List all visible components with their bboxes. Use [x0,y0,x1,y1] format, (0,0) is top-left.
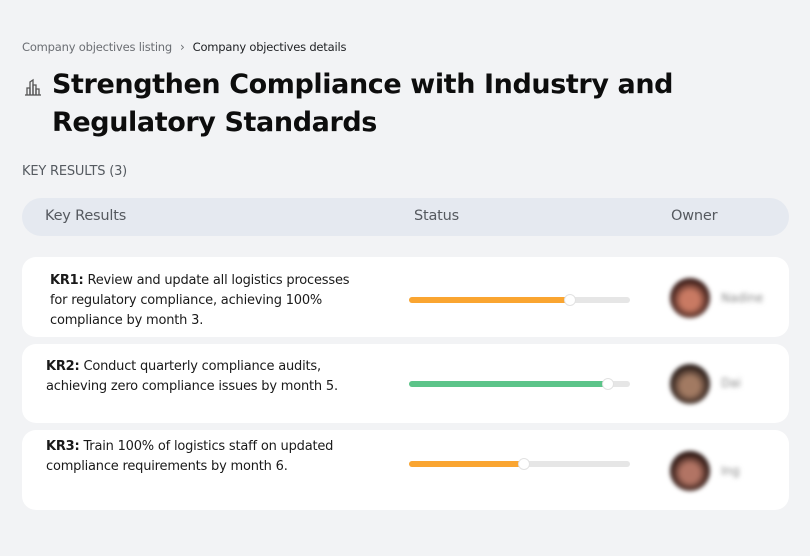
progress-knob [517,458,530,470]
page-title: Strengthen Compliance with Industry and … [52,69,674,138]
progress-knob [564,294,577,306]
key-result-row[interactable]: KR3: Train 100% of logistics staff on up… [22,430,789,510]
key-result-row[interactable]: KR1: Review and update all logistics pro… [22,257,789,337]
progress-bar [409,458,630,470]
owner-name: Ing [721,464,740,478]
breadcrumb-objectives-listing-link[interactable]: Company objectives listing [22,40,172,54]
key-result-description: KR3: Train 100% of logistics staff on up… [46,437,356,477]
progress-knob [601,378,614,390]
key-results-table-header: Key Results Status Owner [22,198,789,236]
key-result-id: KR3: [46,439,80,454]
progress-fill [409,297,571,303]
column-header-owner: Owner [671,208,718,224]
owner-name: Nadine [721,291,764,305]
key-result-id: KR1: [50,273,84,288]
key-result-id: KR2: [46,359,80,374]
breadcrumb-current-page: Company objectives details [192,40,347,54]
owner-avatar [670,278,710,318]
chevron-right-icon: › [180,40,185,54]
owner-name: Dai [721,376,741,390]
progress-bar [409,294,630,306]
column-header-status: Status [414,208,460,224]
objective-header: Strengthen Compliance with Industry and … [22,66,782,142]
key-result-text: Review and update all logistics processe… [50,273,350,328]
key-result-text: Train 100% of logistics staff on updated… [46,439,334,474]
key-result-text: Conduct quarterly compliance audits, ach… [46,359,338,394]
owner-avatar [670,451,710,491]
key-result-description: KR1: Review and update all logistics pro… [50,271,360,331]
building-skyline-icon [22,76,44,98]
progress-bar [409,378,630,390]
progress-fill [409,381,608,387]
owner-avatar [670,364,710,404]
key-result-row[interactable]: KR2: Conduct quarterly compliance audits… [22,344,789,423]
breadcrumb: Company objectives listing › Company obj… [22,40,346,54]
column-header-key-results: Key Results [45,208,127,224]
key-result-description: KR2: Conduct quarterly compliance audits… [46,357,356,397]
progress-fill [409,461,524,467]
key-results-count-label: KEY RESULTS (3) [22,164,128,179]
